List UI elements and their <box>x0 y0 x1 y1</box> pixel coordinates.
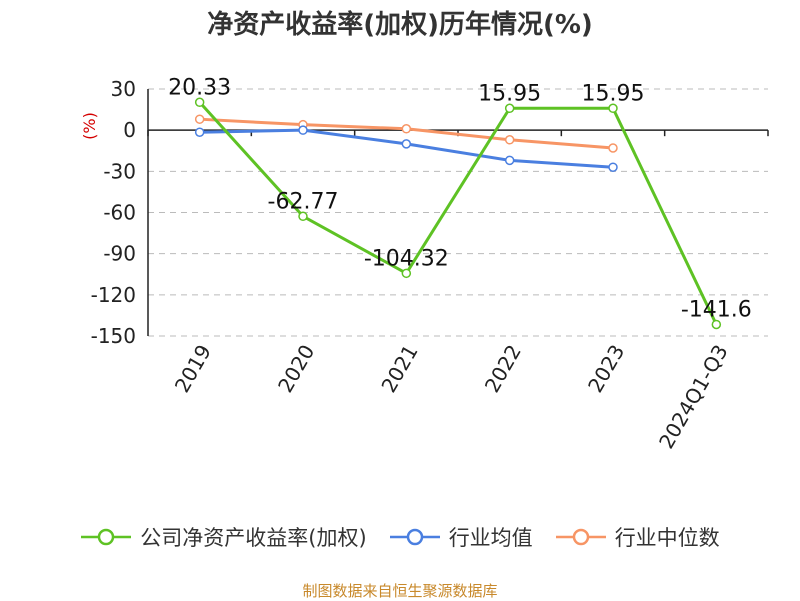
legend-line-marker-icon <box>389 528 440 546</box>
chart-title: 净资产收益率(加权)历年情况(%) <box>207 10 593 40</box>
legend-label-company: 公司净资产收益率(加权) <box>140 526 367 550</box>
y-tick-label: -60 <box>103 201 136 225</box>
y-tick-label: 30 <box>111 77 136 101</box>
x-tick-label: 2023 <box>583 341 629 397</box>
legend-item-company[interactable]: 公司净资产收益率(加权) <box>80 522 367 552</box>
data-label: -62.77 <box>268 189 339 214</box>
data-point <box>504 155 515 166</box>
data-point <box>504 135 515 145</box>
data-label: -141.6 <box>681 297 752 322</box>
data-point <box>401 124 412 134</box>
x-tick-label: 2024Q1-Q3 <box>654 341 733 453</box>
legend-item-industry-median[interactable]: 行业中位数 <box>555 522 720 552</box>
y-tick-label: -30 <box>103 159 136 183</box>
y-tick-label: -90 <box>103 242 136 266</box>
legend-item-industry-avg[interactable]: 行业均值 <box>389 522 533 552</box>
chart-legend: 公司净资产收益率(加权) 行业均值 行业中位数 <box>0 522 800 552</box>
series-lines <box>194 97 722 330</box>
data-point <box>401 139 412 149</box>
data-point <box>608 162 618 172</box>
data-label: 15.95 <box>582 81 645 106</box>
y-tick-label: 0 <box>123 118 136 142</box>
x-tick-label: 2019 <box>170 341 216 397</box>
grid-lines <box>148 88 768 337</box>
legend-label-industry-avg: 行业均值 <box>448 526 533 550</box>
legend-label-industry-median: 行业中位数 <box>614 526 720 550</box>
x-tick-label: 2020 <box>273 341 319 397</box>
data-labels: 20.33 -62.77 -104.32 15.95 15.95 -141.6 <box>168 75 752 322</box>
data-label: 15.95 <box>478 81 541 106</box>
y-tick-label: -120 <box>91 283 136 307</box>
data-point <box>711 319 722 330</box>
x-tick-label: 2021 <box>376 341 422 397</box>
data-point <box>298 125 308 135</box>
data-point <box>298 211 308 222</box>
x-tick-label: 2022 <box>480 341 526 397</box>
legend-line-marker-icon <box>555 528 606 546</box>
legend-line-marker-icon <box>81 528 132 546</box>
series-line <box>199 128 614 169</box>
data-point <box>401 268 412 279</box>
series-line <box>198 101 718 326</box>
y-tick-label: -150 <box>91 324 136 348</box>
data-point <box>194 114 205 124</box>
data-point <box>608 143 618 153</box>
data-point <box>194 127 205 137</box>
data-point <box>194 97 205 108</box>
y-axis-unit-label: (%) <box>80 112 99 140</box>
data-point <box>608 103 618 114</box>
data-label: -104.32 <box>364 246 449 271</box>
data-point <box>504 103 515 114</box>
source-note: 制图数据来自恒生聚源数据库 <box>302 582 498 600</box>
data-label: 20.33 <box>168 75 231 100</box>
